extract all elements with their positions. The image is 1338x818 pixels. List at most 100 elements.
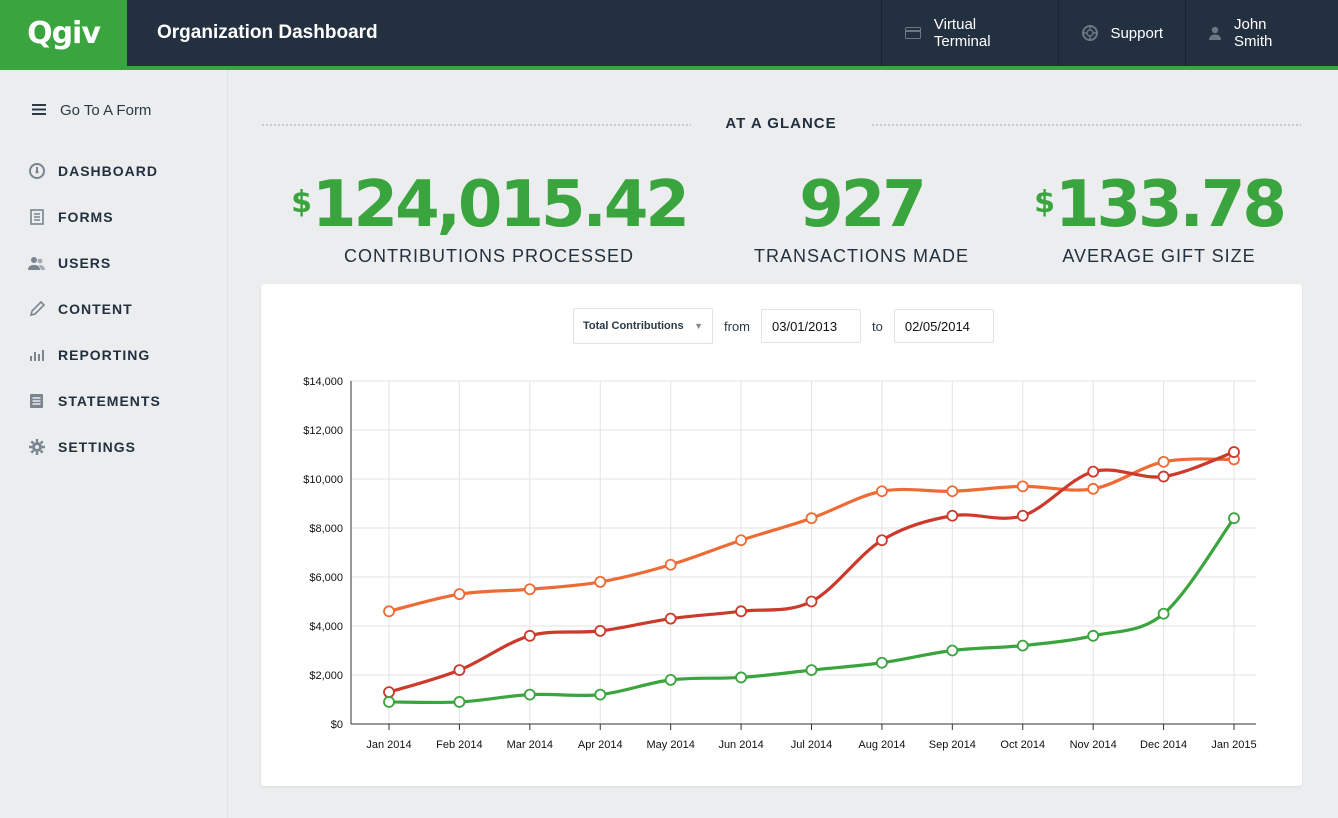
data-point-series-2 — [735, 605, 747, 618]
support-link[interactable]: Support — [1058, 0, 1185, 66]
from-date-input[interactable] — [761, 309, 861, 343]
x-tick-label: Jun 2014 — [718, 739, 763, 751]
sidebar-item-dashboard[interactable]: DASHBOARD — [28, 148, 161, 194]
data-point-series-3 — [453, 696, 466, 708]
currency-symbol: $ — [1034, 185, 1055, 220]
bar-chart-icon — [28, 347, 45, 364]
gear-icon — [28, 439, 45, 456]
data-point-series-3 — [1228, 512, 1240, 525]
y-tick-label: $10,000 — [303, 474, 343, 486]
divider — [871, 123, 1301, 127]
data-point-series-2 — [383, 686, 395, 699]
sidebar-item-label: SETTINGS — [58, 439, 137, 455]
data-point-series-1 — [946, 485, 959, 498]
data-point-series-3 — [383, 696, 395, 708]
chevron-down-icon: ▼ — [694, 321, 703, 331]
sidebar-item-reporting[interactable]: REPORTING — [28, 332, 161, 378]
x-tick-label: Jan 2015 — [1211, 739, 1256, 751]
sidebar-item-content[interactable]: CONTENT — [28, 286, 161, 332]
go-to-form-link[interactable]: Go To A Form — [32, 102, 151, 119]
data-point-series-1 — [1157, 455, 1170, 468]
data-point-series-2 — [805, 595, 818, 608]
sidebar-nav: DASHBOARD FORMS USERS CONTENT REPORTING … — [28, 148, 161, 470]
sidebar-item-label: CONTENT — [58, 301, 133, 317]
x-tick-label: Mar 2014 — [507, 739, 553, 751]
metric-select[interactable]: Total Contributions ▼ — [573, 308, 713, 344]
lifebuoy-icon — [1081, 25, 1098, 41]
main-content: AT A GLANCE $124,015.42 CONTRIBUTIONS PR… — [229, 70, 1338, 818]
data-point-series-1 — [523, 583, 536, 596]
logo-text: Qgiv — [27, 15, 101, 51]
data-point-series-1 — [876, 485, 888, 498]
data-point-series-3 — [523, 688, 536, 701]
data-point-series-2 — [1228, 446, 1240, 458]
top-bar: Qgiv Organization Dashboard Virtual Term… — [0, 0, 1338, 70]
y-tick-label: $12,000 — [303, 425, 343, 437]
user-menu[interactable]: John Smith — [1185, 0, 1310, 66]
x-tick-label: May 2014 — [647, 739, 695, 751]
data-point-series-3 — [1087, 629, 1100, 642]
sidebar-item-forms[interactable]: FORMS — [28, 194, 161, 240]
data-point-series-2 — [523, 629, 536, 642]
stat-average-gift: $133.78 AVERAGE GIFT SIZE — [1029, 170, 1289, 267]
y-tick-label: $14,000 — [303, 376, 343, 388]
data-point-series-3 — [805, 664, 818, 677]
x-tick-label: Nov 2014 — [1070, 739, 1117, 751]
data-point-series-3 — [664, 673, 677, 686]
page-title: Organization Dashboard — [157, 22, 378, 43]
support-label: Support — [1110, 24, 1163, 42]
card-icon — [904, 26, 922, 40]
data-point-series-2 — [1157, 470, 1170, 483]
chart-filters: Total Contributions ▼ from to — [573, 308, 994, 344]
to-label: to — [872, 318, 883, 334]
data-point-series-1 — [383, 605, 395, 618]
qgiv-logo[interactable]: Qgiv — [0, 0, 127, 66]
sidebar: Go To A Form DASHBOARD FORMS USERS CONTE… — [0, 70, 228, 818]
document-icon — [28, 209, 45, 226]
data-point-series-3 — [735, 671, 747, 684]
stat-contributions: $124,015.42 CONTRIBUTIONS PROCESSED — [289, 168, 690, 267]
sidebar-item-settings[interactable]: SETTINGS — [28, 424, 161, 470]
sidebar-item-label: FORMS — [58, 209, 114, 225]
user-icon — [1208, 26, 1222, 40]
stat-number: 124,015.42 — [312, 168, 690, 242]
sidebar-item-statements[interactable]: STATEMENTS — [28, 378, 161, 424]
stat-label: CONTRIBUTIONS PROCESSED — [343, 246, 635, 266]
data-point-series-2 — [1016, 509, 1029, 522]
sidebar-item-label: STATEMENTS — [58, 393, 161, 409]
data-point-series-1 — [1016, 480, 1029, 493]
sidebar-item-label: REPORTING — [58, 347, 151, 363]
stat-number: 927 — [799, 168, 927, 242]
metric-select-value: Total Contributions — [583, 320, 684, 332]
x-tick-label: Sep 2014 — [929, 739, 976, 751]
stat-transactions: 927 TRANSACTIONS MADE — [739, 170, 984, 267]
go-to-form-label: Go To A Form — [60, 102, 152, 119]
section-title: AT A GLANCE — [725, 115, 837, 132]
x-tick-label: Aug 2014 — [858, 739, 905, 751]
virtual-terminal-link[interactable]: Virtual Terminal — [881, 0, 1058, 66]
data-point-series-1 — [453, 588, 466, 601]
data-point-series-2 — [946, 509, 959, 522]
data-point-series-1 — [1087, 482, 1100, 495]
data-point-series-2 — [876, 534, 888, 547]
gauge-icon — [28, 163, 45, 180]
data-point-series-1 — [735, 534, 747, 547]
chart-card: Total Contributions ▼ from to $0 $2,000 $4… — [261, 284, 1302, 786]
stat-value: 927 — [739, 170, 984, 240]
from-label: from — [724, 318, 750, 334]
data-point-series-2 — [453, 664, 466, 677]
y-tick-label: $6,000 — [309, 572, 343, 584]
data-point-series-3 — [1157, 607, 1170, 620]
at-a-glance-header: AT A GLANCE — [261, 114, 1301, 134]
x-tick-label: Dec 2014 — [1140, 739, 1187, 751]
data-point-series-2 — [1087, 465, 1100, 478]
user-name: John Smith — [1234, 16, 1273, 50]
sidebar-item-label: USERS — [58, 255, 112, 271]
data-point-series-1 — [664, 558, 677, 571]
data-point-series-3 — [946, 644, 959, 657]
to-date-input[interactable] — [893, 309, 994, 343]
data-point-series-1 — [594, 575, 607, 588]
y-tick-label: $0 — [331, 719, 343, 731]
sidebar-item-users[interactable]: USERS — [28, 240, 161, 286]
y-tick-label: $4,000 — [309, 621, 343, 633]
